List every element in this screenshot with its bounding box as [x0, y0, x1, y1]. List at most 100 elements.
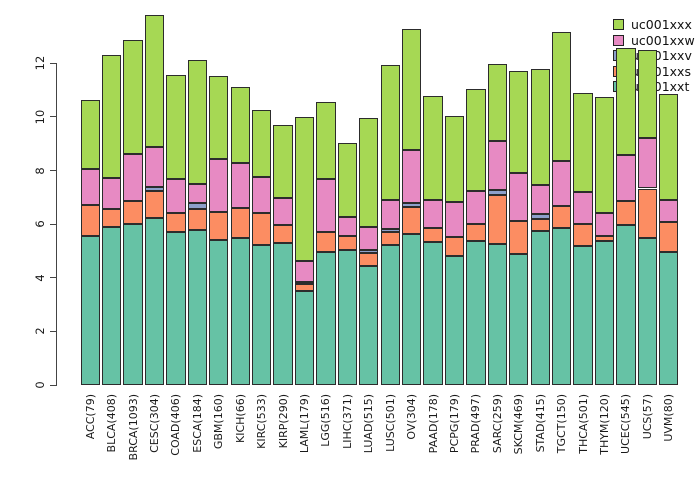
bar-segment-uc001xxw — [594, 213, 615, 236]
bar-segment-uc001xxt — [402, 234, 422, 385]
bar-segment-uc001xxw — [209, 159, 229, 212]
bar-segment-uc001xxw — [530, 185, 550, 215]
bar-segment-uc001xxv — [402, 202, 422, 207]
legend-label: uc001xxw — [631, 32, 695, 48]
bar-segment-uc001xxx — [423, 96, 443, 200]
bar-segment-uc001xxw — [402, 150, 422, 203]
bar-ucs — [637, 50, 657, 385]
bar-segment-uc001xxw — [294, 260, 315, 283]
bar-paad — [423, 96, 443, 385]
bar-ov — [402, 28, 422, 385]
bar-segment-uc001xxt — [209, 239, 229, 385]
bar-lihc — [337, 142, 357, 385]
legend-swatch-uc001xxx — [613, 19, 624, 31]
x-axis-label: STAD(415) — [533, 394, 547, 453]
bar-segment-uc001xxx — [659, 94, 679, 201]
bar-segment-uc001xxv — [187, 203, 207, 210]
bar-segment-uc001xxs — [552, 206, 572, 229]
x-axis-label: ESCA(184) — [190, 394, 204, 453]
bar-segment-uc001xxs — [380, 231, 400, 245]
bar-segment-uc001xxs — [466, 223, 486, 241]
y-axis-tick — [49, 223, 56, 225]
bar-segment-uc001xxw — [466, 191, 486, 224]
x-axis-label: KIRP(290) — [276, 394, 290, 449]
bar-segment-uc001xxs — [144, 190, 165, 218]
bar-segment-uc001xxw — [123, 154, 143, 201]
legend-label: uc001xxx — [631, 17, 692, 33]
bar-segment-uc001xxt — [273, 243, 293, 385]
bar-sarc — [487, 64, 507, 385]
bar-segment-uc001xxv — [294, 282, 315, 285]
bar-segment-uc001xxt — [594, 241, 615, 385]
bar-segment-uc001xxx — [316, 102, 336, 179]
bar-segment-uc001xxw — [359, 226, 379, 250]
legend-swatch-uc001xxw — [613, 34, 624, 46]
bar-segment-uc001xxx — [530, 69, 550, 185]
bar-segment-uc001xxx — [123, 39, 143, 155]
bar-lusc — [380, 65, 400, 385]
x-axis-label: ACC(79) — [83, 394, 97, 440]
bar-blca — [102, 54, 122, 385]
bar-segment-uc001xxs — [637, 188, 657, 239]
y-axis-tick-label: 8 — [33, 166, 47, 175]
bar-segment-uc001xxx — [273, 124, 293, 199]
bar-segment-uc001xxt — [337, 250, 357, 385]
bar-segment-uc001xxw — [659, 200, 679, 222]
x-axis-label: PAAD(178) — [426, 394, 440, 454]
bar-segment-uc001xxw — [337, 216, 357, 236]
bar-segment-uc001xxx — [616, 48, 636, 155]
bar-segment-uc001xxw — [230, 163, 250, 208]
bar-segment-uc001xxs — [80, 205, 100, 236]
bar-segment-uc001xxx — [102, 54, 122, 178]
bar-segment-uc001xxs — [102, 209, 122, 227]
y-axis-line — [55, 63, 57, 386]
bar-segment-uc001xxx — [144, 15, 165, 147]
legend-entry: uc001xxw — [613, 33, 695, 49]
y-axis-tick-label: 6 — [33, 220, 47, 228]
bar-segment-uc001xxt — [230, 237, 250, 385]
bar-segment-uc001xxs — [123, 200, 143, 225]
bar-segment-uc001xxt — [530, 230, 550, 385]
y-axis-tick — [49, 277, 56, 279]
bar-segment-uc001xxt — [123, 224, 143, 385]
x-axis-label: LUAD(515) — [362, 394, 376, 454]
x-axis-label: THCA(501) — [576, 394, 590, 454]
x-axis-label: KICH(66) — [233, 394, 247, 443]
bar-segment-uc001xxx — [402, 28, 422, 151]
y-axis-tick-label: 10 — [33, 109, 47, 125]
bar-segment-uc001xxw — [444, 202, 465, 238]
x-axis-label: CESC(304) — [147, 394, 161, 453]
bar-segment-uc001xxx — [166, 75, 186, 179]
bar-segment-uc001xxt — [466, 240, 486, 385]
x-axis-label: KIRC(533) — [255, 394, 269, 449]
bar-segment-uc001xxw — [509, 172, 529, 222]
bar-segment-uc001xxt — [359, 266, 379, 385]
bar-segment-uc001xxx — [337, 142, 357, 217]
bar-segment-uc001xxx — [466, 89, 486, 192]
x-axis-label: SKCM(469) — [512, 394, 526, 455]
bar-segment-uc001xxs — [402, 206, 422, 235]
bar-thym — [594, 97, 615, 385]
x-axis-label: PCPG(179) — [448, 394, 461, 454]
bar-segment-uc001xxw — [487, 140, 507, 191]
bar-kirp — [273, 124, 293, 385]
x-axis-label: LAML(179) — [298, 394, 311, 454]
bar-segment-uc001xxt — [637, 238, 657, 385]
bar-segment-uc001xxt — [423, 241, 443, 385]
bar-luad — [359, 118, 379, 385]
bar-segment-uc001xxx — [209, 75, 229, 159]
x-axis-label: UVM(80) — [662, 394, 676, 442]
bar-thca — [573, 92, 593, 385]
bar-segment-uc001xxt — [380, 244, 400, 385]
bar-segment-uc001xxt — [166, 231, 186, 385]
bar-segment-uc001xxx — [187, 60, 207, 184]
bar-segment-uc001xxx — [252, 109, 272, 178]
bar-prad — [466, 89, 486, 385]
x-axis-label: TGCT(150) — [555, 394, 569, 454]
bar-segment-uc001xxw — [380, 200, 400, 229]
bar-segment-uc001xxv — [487, 190, 507, 195]
bar-segment-uc001xxx — [230, 86, 250, 164]
x-axis-label: BLCA(408) — [105, 394, 119, 453]
bar-gbm — [209, 75, 229, 385]
